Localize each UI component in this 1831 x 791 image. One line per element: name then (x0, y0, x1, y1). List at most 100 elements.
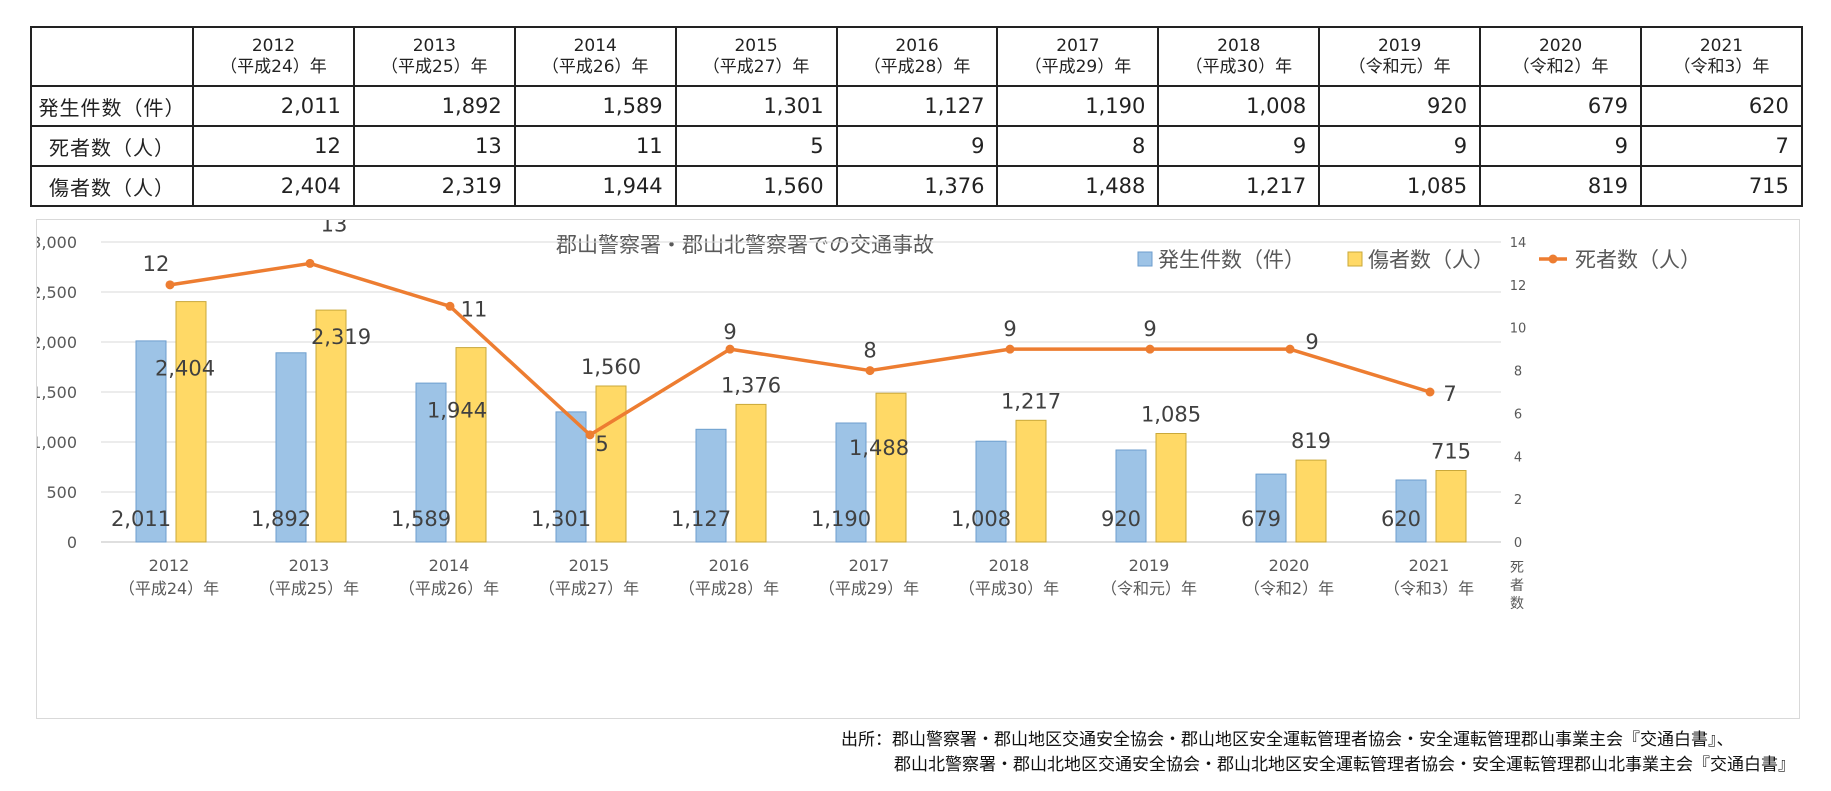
y-left-tick-label: 500 (46, 483, 77, 502)
bar-data-label: 2,011 (111, 507, 171, 531)
y-right-axis-title: 数 (1510, 596, 1524, 612)
table-cell: 819 (1479, 165, 1643, 207)
bar (175, 301, 207, 543)
table-cell: 9 (1318, 125, 1482, 167)
legend-swatch (1137, 251, 1153, 267)
bar-data-label: 819 (1291, 429, 1331, 453)
y-axis-left: 0 500 1,000 1,500 2,000 2,500 3,000 (37, 233, 77, 552)
bar (1295, 459, 1327, 543)
header-era-text: （令和3）年 (1673, 56, 1770, 77)
table-cell: 1,560 (674, 165, 838, 207)
table-cell: 9 (1479, 125, 1643, 167)
bar (735, 403, 767, 543)
table-row-label: 傷者数（人） (30, 165, 194, 207)
bar (135, 340, 167, 543)
x-axis: 2012 （平成24）年 2013 （平成25）年 2014 （平成26）年 2015 （平成… (119, 556, 1474, 598)
bar (875, 392, 907, 543)
bar-data-label: 1,301 (531, 507, 591, 531)
header-era-text: （令和元）年 (1348, 56, 1451, 77)
x-tick-year: 2015 (569, 556, 610, 575)
y-left-tick-label: 3,000 (37, 233, 77, 252)
header-year-text: 2017 (1056, 35, 1100, 56)
table-row-label: 発生件数（件） (30, 85, 194, 127)
table-cell: 7 (1640, 125, 1803, 167)
bar (555, 411, 587, 543)
x-tick-era: （平成28）年 (679, 579, 779, 598)
bar (455, 347, 487, 543)
y-left-tick-label: 1,500 (37, 383, 77, 402)
combo-chart: 郡山警察署・郡山北警察署での交通事故 発生件数（件） 傷者数（人） 死者数（人） 0… (37, 220, 1701, 612)
table-cell: 1,217 (1157, 165, 1321, 207)
table-row: 傷者数（人） 2,404 2,319 1,944 1,560 1,376 1,488 1,21… (30, 165, 1803, 207)
bar (1395, 479, 1427, 543)
header-year-text: 2019 (1378, 35, 1422, 56)
bar (1015, 419, 1047, 543)
table-cell: 620 (1640, 85, 1803, 127)
bar (415, 382, 447, 543)
table-header-year: 2018 （平成30）年 (1157, 26, 1321, 87)
bar (1435, 470, 1467, 543)
bar-data-label: 1,560 (581, 355, 641, 379)
y-right-axis-title: 者 (1510, 578, 1524, 594)
bar (1115, 449, 1147, 543)
table-header-year: 2016 （平成28）年 (835, 26, 999, 87)
bar-data-label: 1,488 (849, 436, 909, 460)
line-point (1005, 344, 1015, 354)
table-cell: 1,944 (513, 165, 677, 207)
y-right-tick-label: 2 (1514, 493, 1522, 508)
legend-label: 傷者数（人） (1368, 248, 1494, 272)
table-cell: 1,301 (674, 85, 838, 127)
line-data-label: 12 (143, 252, 170, 276)
table-row-label: 死者数（人） (30, 125, 194, 167)
bar (275, 352, 307, 543)
bar (1155, 433, 1187, 543)
line-data-label: 9 (1305, 330, 1318, 354)
line-point (1145, 344, 1155, 354)
bar-data-label: 1,589 (391, 507, 451, 531)
table-header-year: 2017 （平成29）年 (996, 26, 1160, 87)
x-tick-year: 2017 (849, 556, 890, 575)
line-point (445, 301, 455, 311)
line-point (725, 344, 735, 354)
bar (835, 422, 867, 543)
table-header-year: 2013 （平成25）年 (352, 26, 516, 87)
table-row: 発生件数（件） 2,011 1,892 1,589 1,301 1,127 1,190 1,0… (30, 85, 1803, 127)
line-data-label: 13 (321, 220, 348, 236)
legend-swatch (1347, 251, 1363, 267)
x-tick-year: 2013 (289, 556, 330, 575)
x-tick-year: 2014 (429, 556, 470, 575)
table-cell: 920 (1318, 85, 1482, 127)
bar-data-label: 2,319 (311, 325, 371, 349)
bar-data-label: 1,127 (671, 507, 731, 531)
legend-swatch-marker (1548, 254, 1558, 264)
line-point (1285, 344, 1295, 354)
y-axis-right: 0 2 4 6 8 10 12 14 死者数 (1510, 236, 1527, 612)
header-era-text: （平成26）年 (541, 56, 649, 77)
y-right-tick-label: 4 (1514, 450, 1522, 465)
bar (975, 440, 1007, 543)
header-year-text: 2015 (734, 35, 778, 56)
bar-data-label: 1,892 (251, 507, 311, 531)
table-header-year: 2019 （令和元）年 (1318, 26, 1482, 87)
bar-data-label: 920 (1101, 507, 1141, 531)
x-tick-year: 2018 (989, 556, 1030, 575)
table-header-year: 2015 （平成27）年 (674, 26, 838, 87)
table-cell: 1,190 (996, 85, 1160, 127)
legend-label: 発生件数（件） (1158, 248, 1305, 272)
statistics-table: 2012 （平成24）年 2013 （平成25）年 2014 （平成26）年 2015 （平成… (30, 26, 1803, 207)
y-right-tick-label: 0 (1514, 536, 1522, 551)
table-corner-cell (30, 26, 194, 87)
table-cell: 1,376 (835, 165, 999, 207)
line-point (165, 280, 175, 290)
x-tick-era: （令和3）年 (1384, 579, 1474, 598)
line-data-label: 11 (461, 297, 488, 321)
bar (315, 309, 347, 543)
y-left-tick-label: 2,500 (37, 283, 77, 302)
x-tick-year: 2012 (149, 556, 190, 575)
header-year-text: 2018 (1217, 35, 1261, 56)
bar-data-label: 1,944 (427, 399, 487, 423)
bar-data-label: 1,008 (951, 507, 1011, 531)
source-line-1: 出所：郡山警察署・郡山地区交通安全協会・郡山地区安全運転管理者協会・安全運転管理… (841, 730, 1734, 750)
bar-data-label: 620 (1381, 507, 1421, 531)
bar-data-label: 1,085 (1141, 403, 1201, 427)
